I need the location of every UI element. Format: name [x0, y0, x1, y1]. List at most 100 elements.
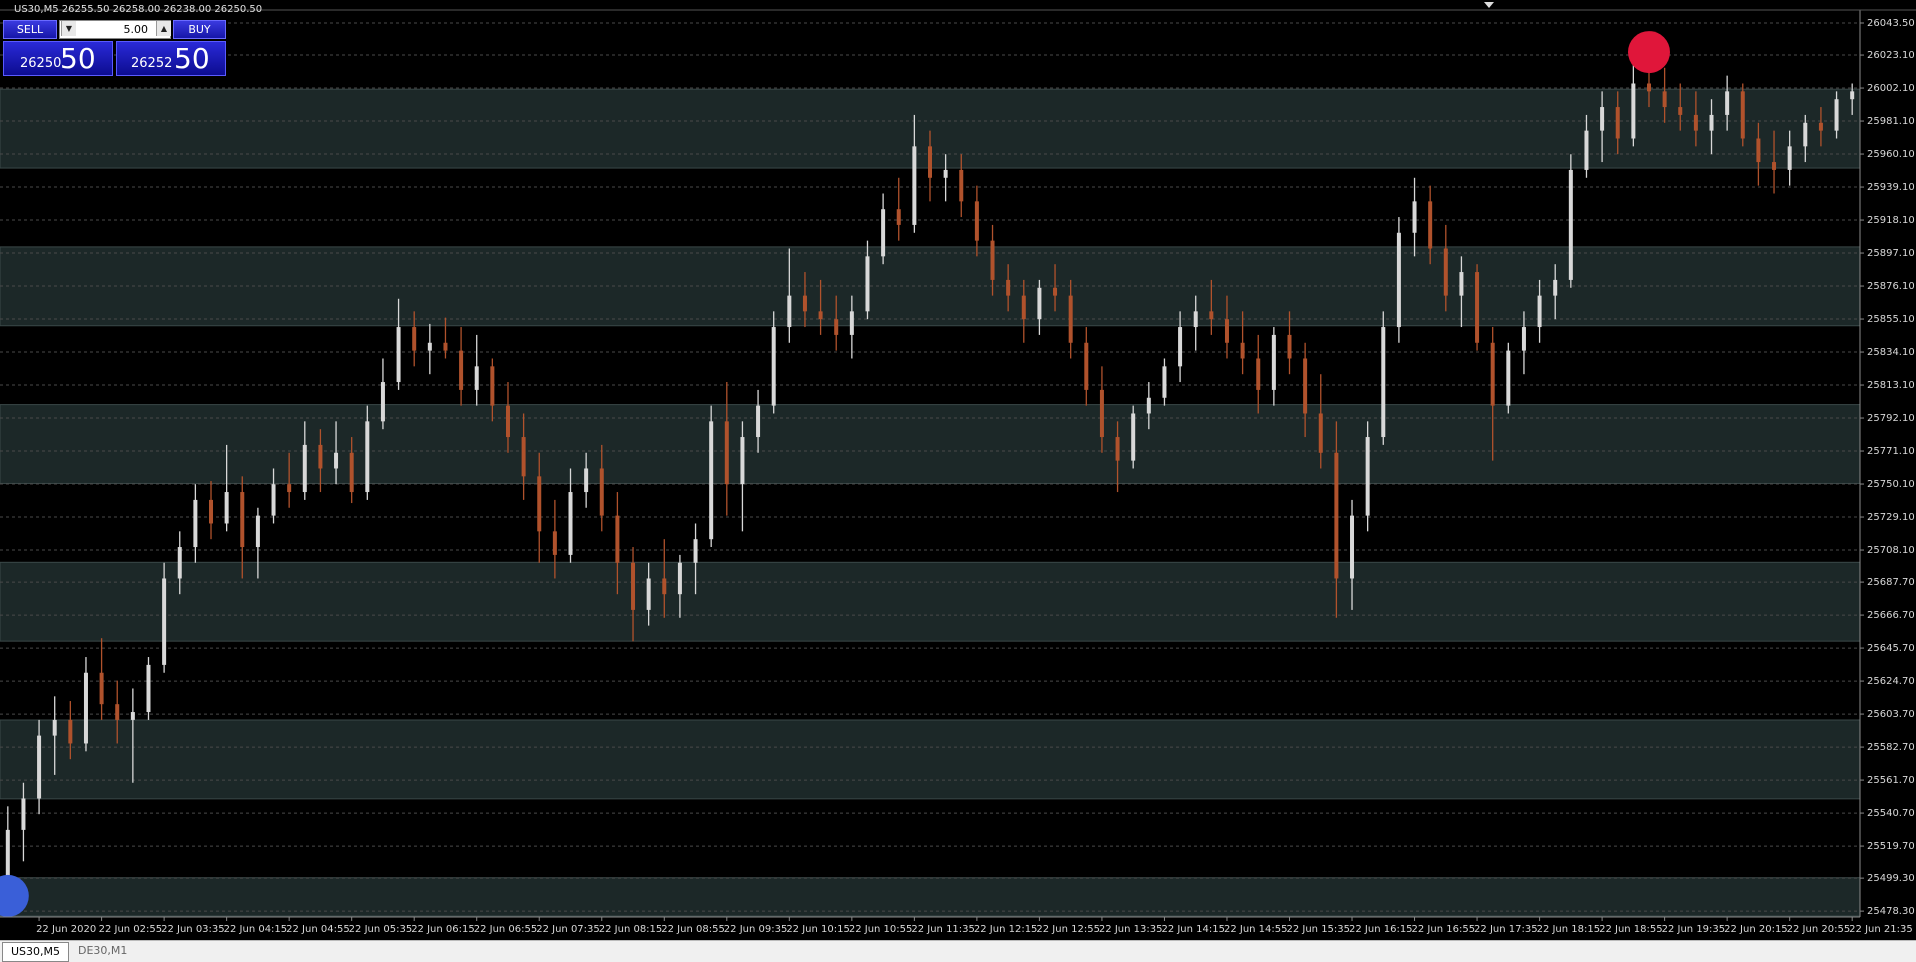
- y-tick-label: 25478.30: [1867, 906, 1915, 917]
- candle-body: [1459, 272, 1464, 296]
- candle-body: [1193, 311, 1198, 328]
- x-tick-label: 22 Jun 16:15: [1349, 924, 1413, 935]
- volume-input[interactable]: 5.00: [59, 20, 171, 39]
- candle-body: [537, 476, 542, 532]
- x-tick-label: 22 Jun 18:55: [1599, 924, 1663, 935]
- y-tick-label: 25603.70: [1867, 709, 1915, 720]
- candle-body: [1693, 114, 1698, 131]
- candle-body: [1006, 279, 1011, 296]
- y-tick-label: 25666.70: [1867, 610, 1915, 621]
- candle-body: [1584, 130, 1589, 170]
- candle-body: [1162, 366, 1167, 398]
- candle-body: [1834, 99, 1839, 131]
- candle-body: [1600, 107, 1605, 131]
- candle-body: [1740, 91, 1745, 139]
- x-tick-label: 22 Jun 07:35: [536, 924, 600, 935]
- x-tick-label: 22 Jun 19:35: [1662, 924, 1726, 935]
- candle-body: [1412, 201, 1417, 233]
- sell-button[interactable]: SELL: [3, 20, 57, 39]
- candle-body: [396, 327, 401, 383]
- x-tick-label: 22 Jun 18:15: [1537, 924, 1601, 935]
- chart-tab[interactable]: US30,M5: [2, 942, 70, 962]
- x-tick-label: 22 Jun 17:35: [1474, 924, 1538, 935]
- candle-body: [1396, 232, 1401, 328]
- chart-tab[interactable]: DE30,M1: [78, 944, 128, 957]
- y-tick-label: 25939.10: [1867, 182, 1915, 193]
- bid-quote[interactable]: 26250 50: [3, 41, 113, 76]
- candle-body: [1803, 122, 1808, 147]
- x-tick-label: 22 Jun 06:15: [411, 924, 475, 935]
- y-tick-label: 25855.10: [1867, 314, 1915, 325]
- candle-body: [365, 421, 370, 493]
- candle-body: [224, 492, 229, 524]
- zone-band: [0, 561, 1861, 642]
- candle-body: [677, 562, 682, 595]
- candle-body: [1115, 437, 1120, 461]
- ask-quote[interactable]: 26252 50: [116, 41, 226, 76]
- candle-body: [1772, 162, 1777, 170]
- candle-body: [599, 468, 604, 516]
- candle-body: [1240, 342, 1245, 359]
- x-tick-label: 22 Jun 12:15: [974, 924, 1038, 935]
- candle-body: [1678, 107, 1683, 115]
- candle-body: [490, 366, 495, 406]
- y-tick-label: 25960.10: [1867, 149, 1915, 160]
- candle-body: [1146, 397, 1151, 414]
- y-tick-label: 25624.70: [1867, 676, 1915, 687]
- candle-body: [21, 798, 26, 830]
- y-tick-label: 25834.10: [1867, 347, 1915, 358]
- candle-body: [1506, 350, 1511, 406]
- candle-body: [974, 201, 979, 241]
- candle-body: [349, 452, 354, 493]
- x-tick-label: 22 Jun 03:35: [161, 924, 225, 935]
- volume-up[interactable]: ▲: [156, 21, 171, 36]
- candle-body: [1428, 201, 1433, 249]
- y-tick-label: 25876.10: [1867, 281, 1915, 292]
- x-tick-label: 22 Jun 11:35: [911, 924, 975, 935]
- low-marker: [0, 874, 29, 917]
- y-tick-label: 25813.10: [1867, 380, 1915, 391]
- candle-body: [1318, 413, 1323, 453]
- x-tick-label: 22 Jun 20:55: [1787, 924, 1851, 935]
- candles: [0, 31, 1855, 917]
- candle-body: [646, 578, 651, 610]
- x-tick-label: 22 Jun 10:55: [849, 924, 913, 935]
- candle-body: [1350, 515, 1355, 579]
- buy-button[interactable]: BUY: [173, 20, 226, 39]
- candle-body: [1725, 91, 1730, 115]
- candle-body: [177, 547, 182, 579]
- candle-body: [1084, 342, 1089, 390]
- candle-body: [83, 672, 88, 744]
- candle-body: [1787, 146, 1792, 170]
- one-click-trading-panel: SELL 5.00 ▼ ▲ BUY 26250 50 26252 50: [3, 20, 226, 76]
- x-tick-label: 22 Jun 13:35: [1099, 924, 1163, 935]
- volume-down[interactable]: ▼: [61, 21, 76, 36]
- ask-pips: 50: [174, 42, 210, 75]
- candle-body: [334, 452, 339, 469]
- y-tick-label: 25687.70: [1867, 577, 1915, 588]
- y-tick-label: 25582.70: [1867, 742, 1915, 753]
- shift-marker: [1484, 2, 1494, 8]
- candle-body: [474, 366, 479, 390]
- candle-body: [162, 578, 167, 665]
- candle-body: [1818, 122, 1823, 131]
- y-tick-label: 26043.50: [1867, 18, 1915, 29]
- candle-body: [1756, 138, 1761, 163]
- x-tick-label: 22 Jun 05:35: [349, 924, 413, 935]
- candle-body: [943, 169, 948, 178]
- x-tick-label: 22 Jun 02:55: [99, 924, 163, 935]
- candle-body: [802, 295, 807, 312]
- candle-body: [318, 444, 323, 469]
- axes: 26043.50 26023.10 26002.10 25981.10 25960.10…: [0, 2, 1916, 935]
- candle-body: [1443, 248, 1448, 296]
- candle-body: [287, 484, 292, 493]
- candle-body: [1850, 91, 1855, 100]
- x-tick-label: 22 Jun 20:15: [1724, 924, 1788, 935]
- y-tick-label: 25540.70: [1867, 808, 1915, 819]
- y-tick-label: 25918.10: [1867, 215, 1915, 226]
- candle-body: [412, 327, 417, 351]
- candle-body: [818, 311, 823, 320]
- candle-body: [209, 499, 214, 524]
- candle-body: [1537, 295, 1542, 328]
- candle-body: [1381, 327, 1386, 438]
